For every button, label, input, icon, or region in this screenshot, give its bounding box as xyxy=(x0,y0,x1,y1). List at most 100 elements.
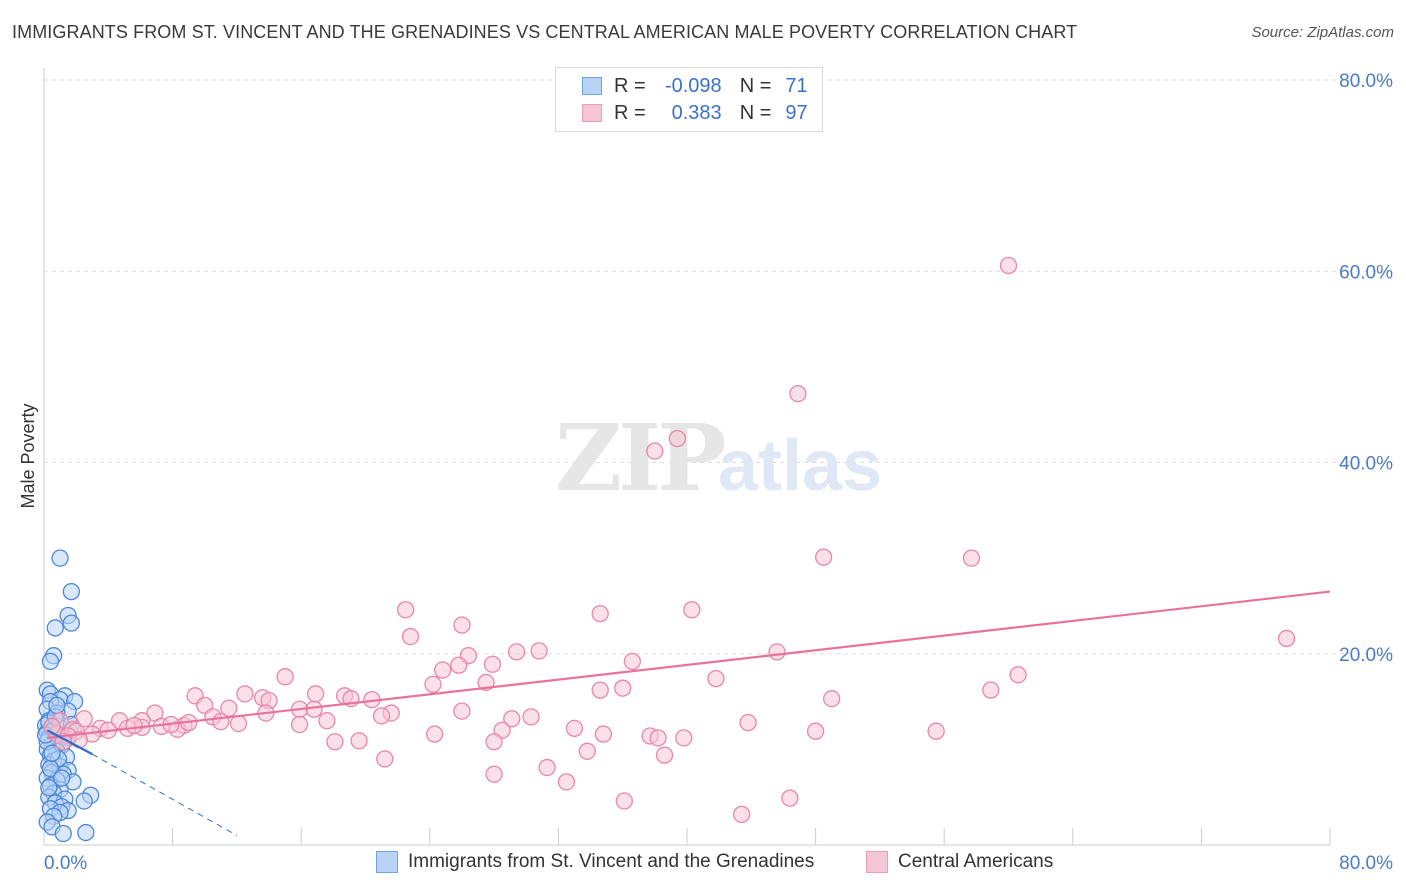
data-point-pink xyxy=(646,442,664,460)
legend-r-label: R = xyxy=(614,74,646,97)
data-point-pink xyxy=(507,643,526,661)
watermark-zip: ZIP xyxy=(555,404,724,512)
data-point-blue xyxy=(40,778,58,797)
y-tick-label: 60.0% xyxy=(1339,262,1393,283)
data-point-pink xyxy=(578,742,596,760)
data-point-blue xyxy=(46,619,64,637)
trendline-blue xyxy=(46,729,93,756)
data-point-pink xyxy=(483,655,502,673)
data-point-pink xyxy=(814,548,833,566)
data-point-pink xyxy=(594,725,613,743)
data-point-blue xyxy=(43,744,61,762)
series-pink-points xyxy=(43,256,1296,824)
bottom-legend-swatch-pink xyxy=(866,851,888,873)
trendline-pink xyxy=(47,590,1331,739)
data-point-pink xyxy=(982,681,1000,699)
data-point-pink xyxy=(565,719,584,737)
data-point-pink xyxy=(503,710,521,728)
data-point-pink xyxy=(318,712,336,730)
data-point-pink xyxy=(350,732,368,750)
series-blue-points xyxy=(36,549,100,843)
data-point-pink xyxy=(707,669,725,688)
x-tick-label: 0.0% xyxy=(44,853,87,874)
data-point-pink xyxy=(372,707,391,725)
data-point-pink xyxy=(733,805,751,824)
data-point-pink xyxy=(236,685,254,703)
legend-r-value: 0.383 xyxy=(671,101,722,124)
y-tick-label: 80.0% xyxy=(1339,71,1393,92)
legend-n-value: 97 xyxy=(785,101,808,124)
data-point-blue xyxy=(54,824,72,843)
data-point-pink xyxy=(591,681,609,699)
data-point-pink xyxy=(397,601,415,619)
chart-title: IMMIGRANTS FROM ST. VINCENT AND THE GREN… xyxy=(12,22,1078,42)
data-point-pink xyxy=(485,733,503,751)
watermark-atlas: atlas xyxy=(718,426,882,506)
data-point-blue xyxy=(48,696,66,715)
data-point-pink xyxy=(125,716,143,735)
data-point-pink xyxy=(530,642,548,660)
data-point-pink xyxy=(614,679,632,697)
data-point-pink xyxy=(591,604,609,623)
data-point-blue xyxy=(51,549,69,567)
data-point-pink xyxy=(823,690,841,708)
data-point-blue xyxy=(77,823,95,842)
data-point-pink xyxy=(962,549,981,567)
watermark: ZIP atlas xyxy=(555,404,882,512)
legend-n-value: 71 xyxy=(785,74,808,97)
legend-swatch-pink xyxy=(582,104,602,122)
data-point-blue xyxy=(62,582,80,601)
data-point-pink xyxy=(326,733,344,751)
x-tick-label: 80.0% xyxy=(1339,853,1393,874)
bottom-legend-label-pink: Central Americans xyxy=(898,851,1054,872)
data-point-pink xyxy=(683,601,701,619)
data-point-blue xyxy=(62,614,80,632)
data-point-pink xyxy=(1009,666,1027,684)
bottom-legend-pink: Central Americans xyxy=(866,851,1053,873)
data-point-pink xyxy=(1277,629,1296,648)
data-point-pink xyxy=(485,765,503,783)
data-point-pink xyxy=(276,668,294,686)
data-point-pink xyxy=(212,712,230,731)
data-point-pink xyxy=(376,750,394,768)
data-point-pink xyxy=(450,656,468,674)
data-point-pink xyxy=(999,256,1018,275)
data-point-pink xyxy=(623,652,641,671)
legend-r-value: -0.098 xyxy=(664,74,722,97)
data-point-pink xyxy=(307,685,325,703)
data-point-pink xyxy=(290,715,309,734)
bottom-legend-swatch-blue xyxy=(376,851,398,873)
bottom-legend-label-blue: Immigrants from St. Vincent and the Gren… xyxy=(408,851,815,872)
data-point-pink xyxy=(305,700,323,718)
data-point-pink xyxy=(522,708,540,726)
data-point-pink xyxy=(453,616,471,634)
y-tick-label: 40.0% xyxy=(1339,454,1393,475)
y-axis-label: Male Poverty xyxy=(18,403,38,508)
stats-legend: R = -0.098 N = 71 R = 0.383 N = 97 xyxy=(555,67,823,132)
data-point-pink xyxy=(768,643,786,661)
data-point-pink xyxy=(668,429,687,448)
data-point-pink xyxy=(75,710,93,728)
legend-row-blue: R = -0.098 N = 71 xyxy=(582,73,808,99)
legend-row-pink: R = 0.383 N = 97 xyxy=(582,100,808,126)
tick-labels: 20.0% 40.0% 60.0% 80.0% 0.0% 80.0% xyxy=(44,71,1393,874)
data-point-blue xyxy=(53,769,71,787)
data-point-pink xyxy=(655,746,674,764)
data-point-pink xyxy=(425,725,444,743)
grid xyxy=(44,79,1394,655)
trendlines xyxy=(46,590,1331,836)
trendline-blue-extension xyxy=(91,753,238,836)
legend-r-label: R = xyxy=(614,101,646,124)
data-point-pink xyxy=(557,773,576,791)
data-point-pink xyxy=(538,758,556,777)
data-point-pink xyxy=(649,729,667,747)
data-point-pink xyxy=(424,675,442,693)
data-point-pink xyxy=(789,384,807,403)
legend-n-label: N = xyxy=(739,101,772,124)
data-point-pink xyxy=(675,729,693,747)
source-label: Source: ZipAtlas.com xyxy=(1251,24,1394,41)
data-point-pink xyxy=(453,702,471,720)
data-point-pink xyxy=(781,789,799,807)
data-point-pink xyxy=(927,722,945,740)
